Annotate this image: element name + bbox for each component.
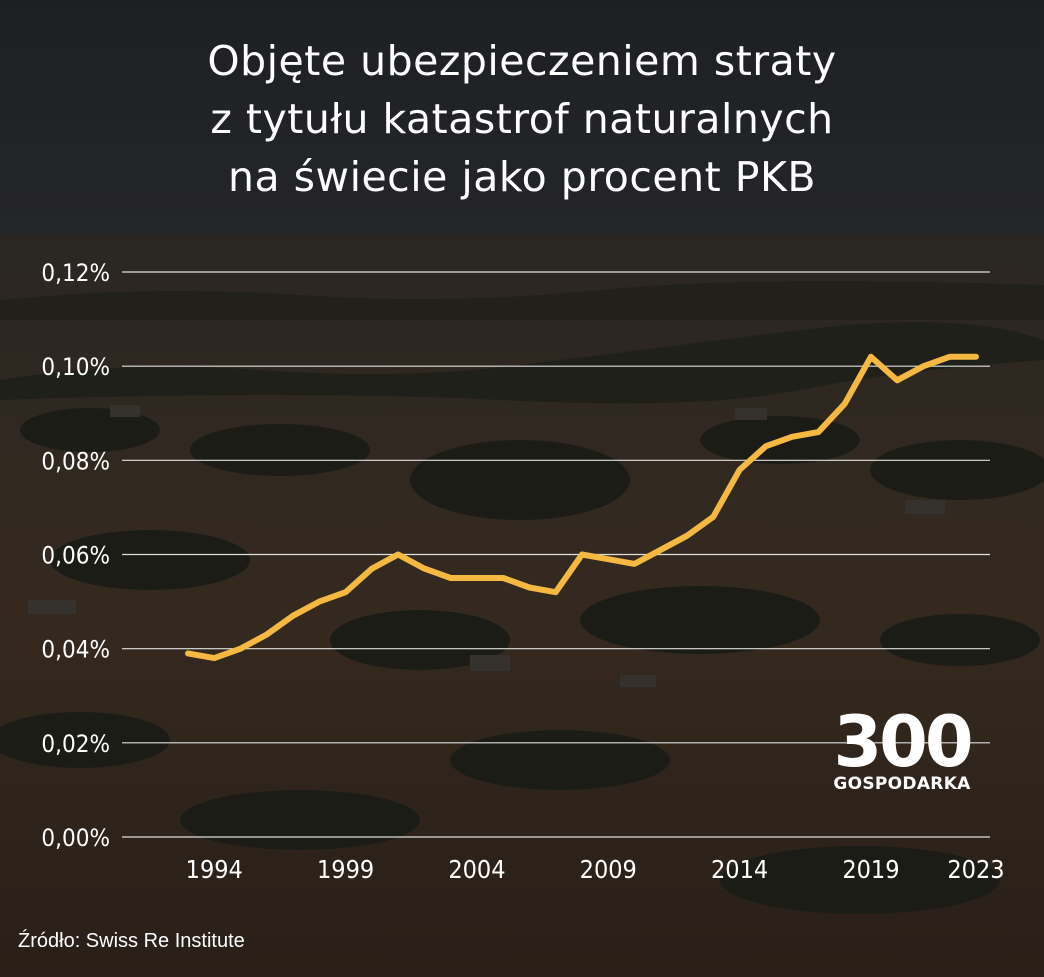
y-tick-label: 0,12% — [41, 259, 110, 287]
chart-title-line-3: na świecie jako procent PKB — [228, 153, 816, 201]
logo-number: 300 — [833, 701, 973, 783]
source-note: Źródło: Swiss Re Institute — [18, 930, 245, 952]
y-tick-label: 0,06% — [41, 542, 110, 570]
brand-logo: 300 GOSPODARKA — [822, 706, 982, 794]
x-tick-label: 1994 — [186, 855, 243, 884]
y-tick-label: 0,00% — [41, 824, 110, 852]
y-tick-label: 0,10% — [41, 353, 110, 381]
x-tick-label: 2014 — [711, 855, 768, 884]
x-tick-label: 1999 — [317, 855, 374, 884]
series-line — [185, 353, 979, 662]
y-tick-label: 0,08% — [41, 447, 110, 475]
chart-title: Objęte ubezpieczeniem straty z tytułu ka… — [0, 32, 1044, 206]
logo-label: GOSPODARKA — [833, 774, 971, 794]
y-tick-label: 0,04% — [41, 636, 110, 664]
chart-title-line-1: Objęte ubezpieczeniem straty — [207, 37, 837, 85]
x-tick-label: 2004 — [448, 855, 505, 884]
x-tick-label: 2023 — [947, 855, 1004, 884]
chart-title-line-2: z tytułu katastrof naturalnych — [210, 95, 834, 143]
x-tick-label: 2019 — [842, 855, 899, 884]
y-tick-label: 0,02% — [41, 730, 110, 758]
x-tick-label: 2009 — [580, 855, 637, 884]
